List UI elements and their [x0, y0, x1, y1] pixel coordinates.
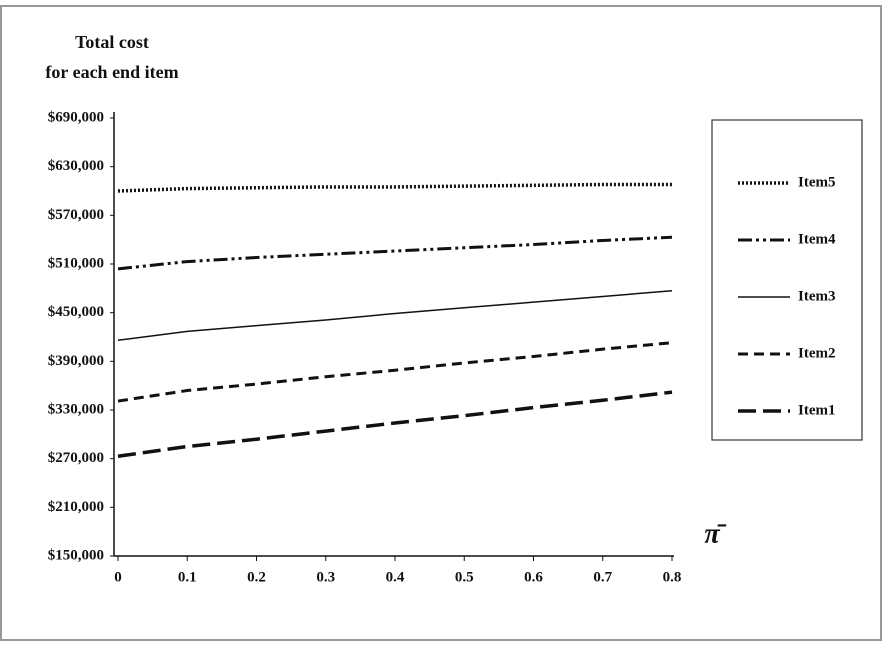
legend-label: Item2 — [798, 345, 836, 361]
frame — [0, 5, 882, 641]
x-tick-label: 0.4 — [386, 569, 405, 585]
x-tick-label: 0.3 — [316, 569, 335, 585]
x-tick-label: 0.7 — [593, 569, 612, 585]
x-tick-label: 0.8 — [663, 569, 682, 585]
y-tick-label: $510,000 — [48, 255, 104, 271]
y-tick-label: $210,000 — [48, 499, 104, 515]
y-tick-label: $450,000 — [48, 304, 104, 320]
series-line — [117, 235, 673, 271]
x-tick-label: 0.2 — [247, 569, 266, 585]
legend-label: Item1 — [798, 402, 836, 418]
y-tick-label: $150,000 — [48, 547, 104, 563]
x-tick-label: 0.6 — [524, 569, 543, 585]
legend-label: Item5 — [798, 174, 836, 190]
y-tick-label: $390,000 — [48, 353, 104, 369]
series-line — [117, 290, 673, 341]
series-line — [117, 390, 673, 458]
x-tick-label: 0.5 — [455, 569, 474, 585]
y-tick-label: $330,000 — [48, 401, 104, 417]
y-axis-label: for each end item — [45, 62, 178, 82]
x-tick-label: 0.1 — [178, 569, 197, 585]
y-tick-label: $630,000 — [48, 158, 104, 174]
legend-box — [711, 119, 863, 441]
legend-label: Item3 — [798, 288, 836, 304]
series-line — [117, 341, 673, 403]
series-line — [117, 182, 672, 193]
legend-label: Item4 — [798, 231, 836, 247]
y-tick-label: $270,000 — [48, 450, 104, 466]
y-tick-label: $690,000 — [48, 109, 104, 125]
y-tick-label: $570,000 — [48, 207, 104, 223]
x-tick-label: 0 — [114, 569, 122, 585]
y-axis-label: Total cost — [75, 32, 149, 52]
x-axis-label: π̄ — [704, 518, 726, 549]
